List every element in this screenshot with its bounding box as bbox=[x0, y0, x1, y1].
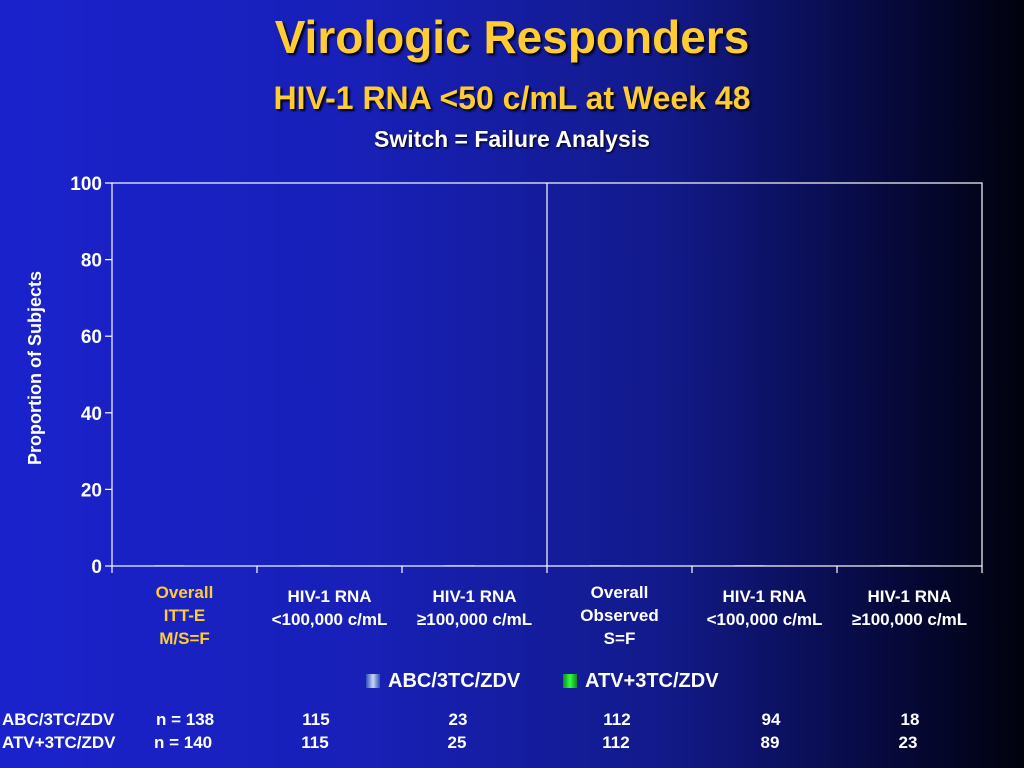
chart-axes bbox=[105, 182, 983, 573]
table-cell: 115 bbox=[302, 710, 330, 729]
sample-size-row-abc: ABC/3TC/ZDV n = 138 115 23 112 94 18 bbox=[0, 710, 1024, 732]
category-label: Overall bbox=[591, 583, 649, 602]
y-tick-labels: 0 20 40 60 80 100 bbox=[70, 174, 102, 578]
category-label: HIV-1 RNA bbox=[867, 587, 951, 606]
sample-size-row-atv: ATV+3TC/ZDV n = 140 115 25 112 89 23 bbox=[0, 733, 1024, 755]
row-n: n = 138 bbox=[156, 710, 215, 729]
table-cell: 112 bbox=[602, 733, 630, 752]
y-tick-label: 100 bbox=[70, 174, 102, 195]
category-label: S=F bbox=[604, 629, 636, 648]
legend-label-abc: ABC/3TC/ZDV bbox=[388, 669, 521, 692]
table-cell: 23 bbox=[448, 710, 468, 729]
table-cell: 115 bbox=[301, 733, 329, 752]
legend-label-atv: ATV+3TC/ZDV bbox=[585, 669, 719, 692]
y-tick-label: 60 bbox=[81, 327, 102, 348]
bar bbox=[589, 565, 620, 566]
table-cell: 94 bbox=[761, 710, 781, 729]
legend-swatch-abc bbox=[366, 674, 380, 688]
category-label: <100,000 c/mL bbox=[272, 610, 388, 629]
bar bbox=[444, 565, 475, 566]
slide-subtitle: HIV-1 RNA <50 c/mL at Week 48 bbox=[273, 80, 751, 116]
bar bbox=[734, 565, 765, 566]
sample-size-table: ABC/3TC/ZDV n = 138 115 23 112 94 18 ATV… bbox=[0, 710, 1024, 756]
category-label: <100,000 c/mL bbox=[707, 610, 823, 629]
bar bbox=[619, 565, 650, 566]
category-label: HIV-1 RNA bbox=[432, 587, 516, 606]
bar bbox=[154, 565, 185, 566]
bar bbox=[329, 565, 360, 566]
table-cell: 25 bbox=[447, 733, 467, 752]
table-cell: 18 bbox=[900, 710, 920, 729]
row-n: n = 140 bbox=[154, 733, 213, 752]
bar bbox=[299, 565, 330, 566]
legend-swatch-atv bbox=[563, 674, 577, 688]
table-cell: 23 bbox=[898, 733, 918, 752]
category-labels: Overall ITT-E M/S=F HIV-1 RNA <100,000 c/mL H… bbox=[156, 583, 967, 648]
y-tick-label: 40 bbox=[81, 404, 102, 425]
bar bbox=[909, 565, 940, 566]
table-cell: 112 bbox=[603, 710, 631, 729]
category-label: ≥100,000 c/mL bbox=[417, 610, 532, 629]
y-tick-label: 80 bbox=[81, 251, 102, 272]
y-axis-label: Proportion of Subjects bbox=[25, 271, 45, 465]
bar bbox=[184, 565, 215, 566]
legend-item-abc: ABC/3TC/ZDV bbox=[366, 668, 520, 694]
category-label: HIV-1 RNA bbox=[287, 587, 371, 606]
legend-item-atv: ATV+3TC/ZDV bbox=[563, 668, 719, 694]
category-label: HIV-1 RNA bbox=[722, 587, 806, 606]
slide-title: Virologic Responders bbox=[274, 11, 750, 63]
chart-bars bbox=[154, 565, 940, 566]
chart-legend: ABC/3TC/ZDV ATV+3TC/ZDV bbox=[0, 668, 1024, 694]
row-label: ATV+3TC/ZDV bbox=[2, 733, 116, 752]
analysis-subtitle: Switch = Failure Analysis bbox=[374, 126, 650, 152]
category-label: ITT-E bbox=[164, 606, 206, 625]
table-cell: 89 bbox=[760, 733, 780, 752]
bar bbox=[879, 565, 910, 566]
category-label: Observed bbox=[580, 606, 658, 625]
bar bbox=[764, 565, 795, 566]
category-label: ≥100,000 c/mL bbox=[852, 610, 967, 629]
y-tick-label: 0 bbox=[91, 557, 102, 578]
bar bbox=[474, 565, 505, 566]
category-label: Overall bbox=[156, 583, 214, 602]
y-tick-label: 20 bbox=[81, 480, 102, 501]
category-label: M/S=F bbox=[159, 629, 210, 648]
row-label: ABC/3TC/ZDV bbox=[2, 710, 115, 729]
